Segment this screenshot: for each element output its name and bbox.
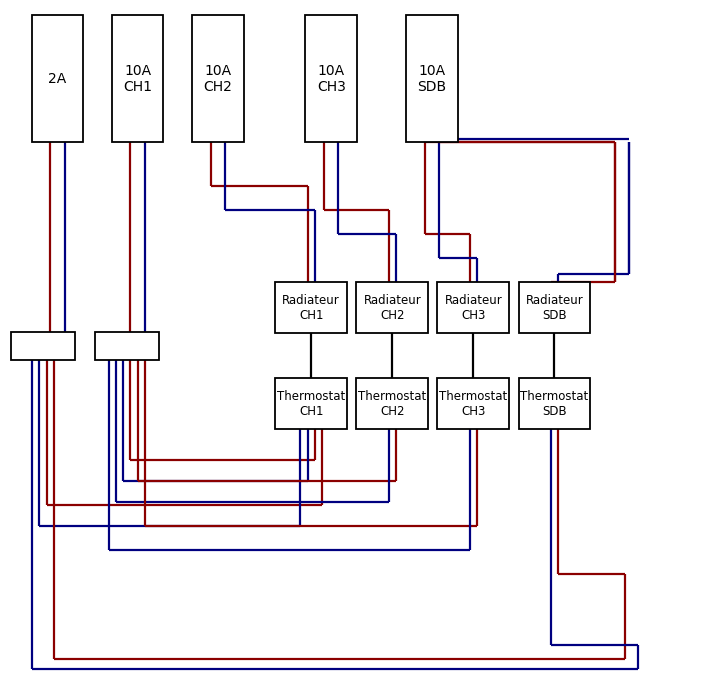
FancyBboxPatch shape — [518, 378, 590, 429]
FancyBboxPatch shape — [275, 282, 347, 334]
Text: Thermostat
CH3: Thermostat CH3 — [439, 389, 508, 418]
FancyBboxPatch shape — [305, 15, 357, 142]
FancyBboxPatch shape — [11, 332, 76, 360]
FancyBboxPatch shape — [518, 282, 590, 334]
Text: 10A
CH3: 10A CH3 — [317, 64, 346, 94]
FancyBboxPatch shape — [94, 332, 159, 360]
Text: Thermostat
SDB: Thermostat SDB — [521, 389, 588, 418]
Text: 10A
CH2: 10A CH2 — [204, 64, 233, 94]
FancyBboxPatch shape — [356, 378, 428, 429]
Text: Radiateur
SDB: Radiateur SDB — [526, 294, 583, 322]
Text: Radiateur
CH2: Radiateur CH2 — [364, 294, 421, 322]
Text: Thermostat
CH1: Thermostat CH1 — [277, 389, 346, 418]
Text: 10A
SDB: 10A SDB — [417, 64, 446, 94]
FancyBboxPatch shape — [438, 378, 509, 429]
FancyBboxPatch shape — [32, 15, 83, 142]
FancyBboxPatch shape — [192, 15, 244, 142]
FancyBboxPatch shape — [275, 378, 347, 429]
FancyBboxPatch shape — [406, 15, 457, 142]
FancyBboxPatch shape — [356, 282, 428, 334]
Text: 2A: 2A — [48, 72, 66, 86]
FancyBboxPatch shape — [112, 15, 163, 142]
Text: 10A
CH1: 10A CH1 — [123, 64, 152, 94]
Text: Radiateur
CH1: Radiateur CH1 — [282, 294, 340, 322]
Text: Thermostat
CH2: Thermostat CH2 — [358, 389, 426, 418]
Text: Radiateur
CH3: Radiateur CH3 — [444, 294, 502, 322]
FancyBboxPatch shape — [438, 282, 509, 334]
